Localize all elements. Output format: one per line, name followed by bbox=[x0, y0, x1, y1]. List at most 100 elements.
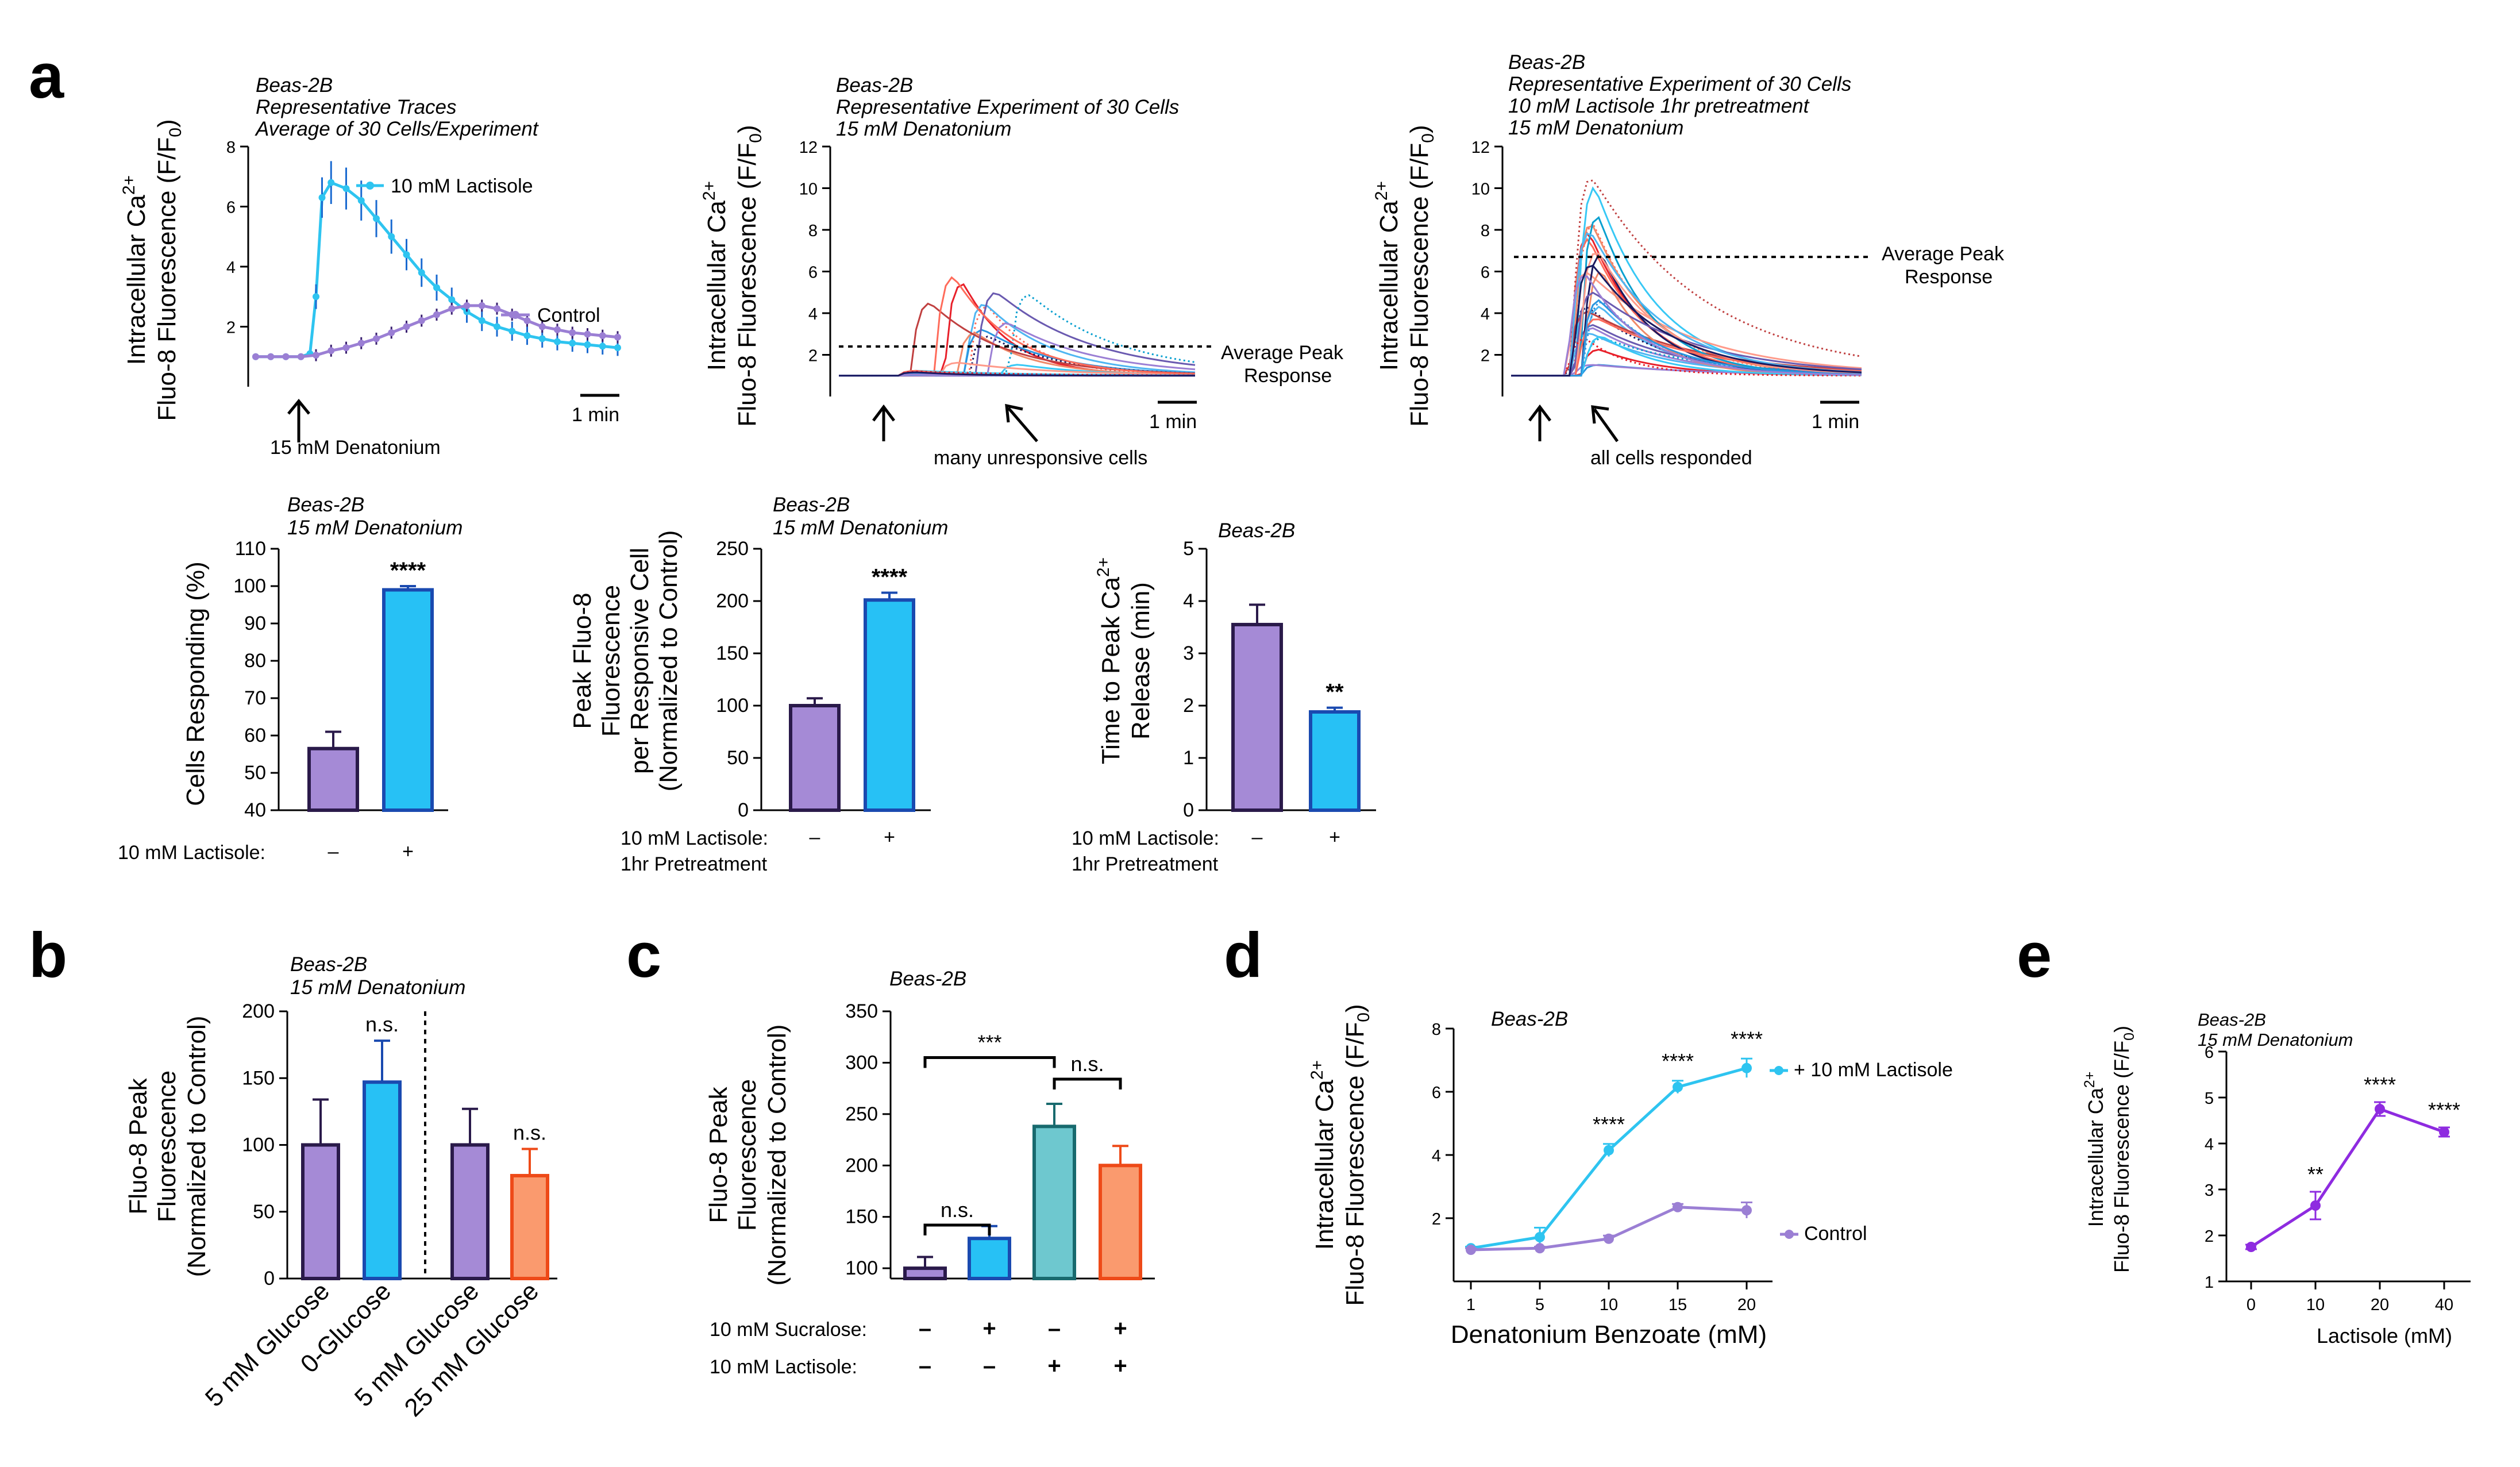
d-xtick-label-1: 5 bbox=[1535, 1296, 1544, 1314]
a5-bar-0 bbox=[789, 704, 841, 812]
d-significance-0: **** bbox=[1593, 1112, 1625, 1136]
a6-ytick-label-1: 1 bbox=[1183, 747, 1194, 769]
a6-significance: ** bbox=[1325, 680, 1344, 705]
a2-cell-trace-10 bbox=[839, 294, 1196, 377]
a2-cell-trace-29 bbox=[839, 371, 1196, 377]
c-bar-3 bbox=[1099, 1164, 1142, 1281]
d-point-1-0 bbox=[1466, 1245, 1476, 1255]
chart-a1: Beas-2B Representative Traces Average of… bbox=[120, 74, 621, 459]
a5-title-line-1: Beas-2B bbox=[773, 494, 850, 516]
a1-point-0-12 bbox=[403, 251, 410, 259]
a1-point-1-13 bbox=[448, 305, 456, 313]
c-row1-label: 10 mM Sucralose: bbox=[710, 1319, 867, 1341]
e-point-0 bbox=[2246, 1242, 2256, 1252]
c-ylabel-line-3: (Normalized to Control) bbox=[763, 1025, 791, 1286]
chart-a2: Beas-2B Representative Experiment of 30 … bbox=[700, 74, 1344, 469]
c-bar-1 bbox=[968, 1237, 1011, 1280]
c-row2-sign-3: + bbox=[1113, 1353, 1127, 1379]
a1-legend-marker-lactisole bbox=[366, 182, 374, 190]
c-row1-sign-2: – bbox=[1048, 1316, 1061, 1341]
a1-title-line-2: Representative Traces bbox=[256, 96, 457, 118]
a1-point-1-21 bbox=[569, 329, 576, 336]
panel-label-e: e bbox=[2017, 920, 2052, 991]
a5-ytick-label-0: 0 bbox=[738, 799, 749, 821]
a1-point-1-2 bbox=[282, 353, 290, 360]
chart-d: Beas-2B Intracellular Ca2+ Fluo-8 Fluore… bbox=[1308, 1004, 1953, 1349]
d-xtick-label-4: 20 bbox=[1737, 1296, 1756, 1314]
c-sig-2-bracket bbox=[923, 1056, 1056, 1068]
a1-title-line-1: Beas-2B bbox=[256, 74, 333, 97]
a1-point-0-11 bbox=[388, 233, 395, 240]
a4-ytick-label-4: 80 bbox=[244, 650, 266, 672]
c-row1-sign-0: – bbox=[919, 1316, 931, 1341]
a3-ytick-label-1: 4 bbox=[1481, 305, 1490, 324]
a2-title-line-3: 15 mM Denatonium bbox=[836, 118, 1011, 140]
a3-cell-trace-7 bbox=[1511, 186, 1862, 377]
a3-cell-trace-6 bbox=[1511, 225, 1862, 377]
a1-point-0-26 bbox=[614, 344, 621, 352]
a3-cell-trace-28 bbox=[1511, 275, 1862, 377]
panel-label-d: d bbox=[1224, 920, 1262, 991]
b-title-line-1: Beas-2B bbox=[290, 953, 367, 976]
a3-ytick-label-3: 8 bbox=[1481, 222, 1490, 240]
a1-point-0-6 bbox=[318, 194, 326, 201]
d-significance-1: **** bbox=[1662, 1049, 1694, 1073]
a5-ytick-label-4: 200 bbox=[716, 590, 749, 612]
a2-ytick-label-1: 4 bbox=[808, 305, 818, 324]
a2-ylabel-line-1: Intracellular Ca2+ bbox=[700, 181, 731, 371]
a5-xrow-label-1: 10 mM Lactisole: bbox=[621, 827, 768, 849]
e-ylabel-line-2: Fluo-8 Fluorescence (F/F0) bbox=[2110, 1026, 2137, 1273]
d-xlabel: Denatonium Benzoate (mM) bbox=[1451, 1320, 1767, 1349]
e-title-line-2: 15 mM Denatonium bbox=[2198, 1030, 2353, 1050]
d-point-1-1 bbox=[1535, 1243, 1545, 1254]
e-xlabel: Lactisole (mM) bbox=[2317, 1324, 2452, 1347]
d-series-line-0 bbox=[1470, 1066, 1747, 1250]
b-ylabel-line-2: Fluorescence bbox=[153, 1071, 181, 1222]
a6-ytick-label-5: 5 bbox=[1183, 538, 1194, 560]
a1-point-1-23 bbox=[599, 332, 606, 340]
c-row2-sign-0: – bbox=[919, 1353, 931, 1379]
a6-bar-1 bbox=[1309, 710, 1361, 813]
c-ytick-label-1: 150 bbox=[845, 1206, 878, 1228]
a1-point-0-10 bbox=[373, 215, 380, 222]
a1-legend-control: Control bbox=[537, 305, 600, 326]
a3-avg-label-2: Response bbox=[1905, 266, 1993, 288]
chart-b: Beas-2B 15 mM Denatonium Fluo-8 Peak Flu… bbox=[124, 953, 557, 1422]
a3-ytick-label-5: 12 bbox=[1471, 138, 1490, 157]
a4-bar-1 bbox=[382, 588, 434, 812]
d-ytick-label-2: 6 bbox=[1432, 1084, 1441, 1102]
a1-ytick-label-0: 2 bbox=[226, 319, 236, 337]
e-xtick-label-2: 20 bbox=[2371, 1296, 2389, 1314]
a5-xrow-sign-1: – bbox=[810, 826, 820, 848]
c-title-line-1: Beas-2B bbox=[889, 968, 966, 990]
a2-cell-trace-12 bbox=[839, 276, 1196, 377]
a3-title-line-1: Beas-2B bbox=[1508, 51, 1585, 74]
a6-ytick-label-4: 4 bbox=[1183, 590, 1194, 612]
c-sig-1-bracket bbox=[923, 1223, 991, 1235]
a3-cell-trace-29 bbox=[1511, 264, 1862, 377]
a5-ylabel-line-2: Fluorescence bbox=[597, 585, 625, 737]
d-legend-control: Control bbox=[1804, 1223, 1867, 1245]
e-ytick-label-2: 3 bbox=[2205, 1181, 2214, 1200]
e-ylabel-line-1: Intracellular Ca2+ bbox=[2082, 1072, 2107, 1227]
panel-label-a: a bbox=[29, 41, 64, 111]
c-ytick-label-0: 100 bbox=[845, 1257, 878, 1279]
a1-point-0-5 bbox=[313, 293, 319, 301]
b-ytick-label-4: 200 bbox=[242, 1000, 275, 1022]
a1-ytick-label-1: 4 bbox=[226, 259, 236, 277]
a4-ylabel: Cells Responding (%) bbox=[182, 561, 210, 806]
a6-xrow-sign-1: – bbox=[1252, 826, 1263, 848]
a4-title-line-1: Beas-2B bbox=[287, 494, 364, 516]
c-ytick-label-4: 300 bbox=[845, 1052, 878, 1073]
a2-title-line-2: Representative Experiment of 30 Cells bbox=[836, 96, 1179, 118]
b-bar-1 bbox=[363, 1080, 402, 1280]
a1-point-0-20 bbox=[523, 332, 531, 340]
e-ytick-label-1: 2 bbox=[2205, 1227, 2214, 1246]
a1-stimulus-label: 15 mM Denatonium bbox=[270, 437, 441, 459]
a4-ytick-label-6: 100 bbox=[233, 575, 266, 597]
a6-ylabel-line-1: Time to Peak Ca2+ bbox=[1094, 557, 1125, 764]
a1-ylabel-line-1: Intracellular Ca2+ bbox=[120, 175, 151, 365]
a1-point-1-20 bbox=[554, 326, 561, 333]
a3-title-line-4: 15 mM Denatonium bbox=[1508, 117, 1683, 139]
